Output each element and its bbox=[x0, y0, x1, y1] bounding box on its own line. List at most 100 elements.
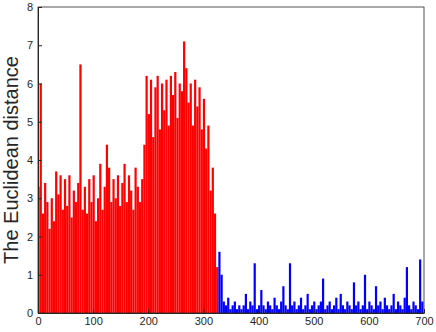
tick-label: 3 bbox=[27, 192, 33, 204]
bar bbox=[190, 84, 192, 314]
bar bbox=[84, 187, 86, 313]
bar bbox=[377, 305, 379, 313]
tick-label: 200 bbox=[140, 315, 158, 327]
bar bbox=[382, 309, 384, 313]
bar bbox=[404, 298, 406, 313]
bar bbox=[66, 206, 68, 313]
bar bbox=[267, 302, 269, 313]
bar bbox=[73, 191, 75, 313]
bar bbox=[212, 168, 214, 313]
bar bbox=[337, 309, 339, 313]
bar bbox=[203, 99, 205, 313]
bar bbox=[135, 168, 137, 313]
bar bbox=[227, 298, 229, 313]
bar bbox=[313, 302, 315, 313]
bar bbox=[417, 309, 419, 313]
bar bbox=[331, 309, 333, 313]
tick-mark bbox=[369, 309, 370, 313]
bar bbox=[143, 145, 145, 313]
bar bbox=[207, 126, 209, 313]
bar bbox=[57, 194, 59, 313]
bar bbox=[326, 305, 328, 313]
bar bbox=[42, 214, 44, 313]
bar bbox=[216, 267, 218, 313]
bar bbox=[68, 175, 70, 313]
bar bbox=[258, 305, 260, 313]
bar bbox=[232, 305, 234, 313]
bar bbox=[179, 84, 181, 314]
bar bbox=[247, 309, 249, 313]
series bbox=[38, 41, 218, 313]
bar bbox=[187, 103, 189, 313]
bar bbox=[320, 302, 322, 313]
tick-mark bbox=[38, 84, 42, 85]
bar bbox=[128, 175, 130, 313]
tick-label: 7 bbox=[27, 39, 33, 51]
tick: 300 bbox=[195, 309, 213, 327]
bar bbox=[399, 305, 401, 313]
tick: 600 bbox=[360, 309, 378, 327]
bar bbox=[46, 202, 48, 313]
bar bbox=[273, 298, 275, 313]
bar bbox=[311, 305, 313, 313]
bar bbox=[170, 76, 172, 313]
bar bbox=[161, 84, 163, 314]
bar bbox=[364, 275, 366, 313]
bar bbox=[371, 305, 373, 313]
bar bbox=[150, 80, 152, 313]
bar bbox=[53, 221, 55, 313]
bar bbox=[401, 309, 403, 313]
bar bbox=[157, 76, 159, 313]
bar bbox=[304, 305, 306, 313]
tick: 100 bbox=[84, 309, 102, 327]
series bbox=[218, 252, 423, 313]
bar bbox=[309, 309, 311, 313]
bar bbox=[243, 305, 245, 313]
bar bbox=[172, 95, 174, 313]
tick-mark bbox=[93, 309, 94, 313]
tick: 2 bbox=[27, 231, 42, 243]
bar bbox=[196, 106, 198, 313]
bar bbox=[181, 91, 183, 313]
bar bbox=[315, 309, 317, 313]
bar bbox=[333, 305, 335, 313]
bar bbox=[412, 302, 414, 313]
bar bbox=[159, 129, 161, 313]
bar bbox=[276, 305, 278, 313]
bar bbox=[55, 171, 57, 313]
bar bbox=[119, 206, 121, 313]
frame bbox=[38, 7, 424, 313]
bar bbox=[117, 175, 119, 313]
bar bbox=[373, 309, 375, 313]
bar bbox=[165, 80, 167, 313]
bar bbox=[106, 145, 108, 313]
tick-mark bbox=[38, 160, 42, 161]
bar bbox=[115, 198, 117, 313]
tick: 500 bbox=[305, 309, 323, 327]
tick-label: 5 bbox=[27, 116, 33, 128]
y-axis-title: The Euclidean distance bbox=[0, 56, 22, 264]
bars bbox=[38, 41, 423, 313]
bar bbox=[298, 305, 300, 313]
bar bbox=[75, 202, 77, 313]
bar bbox=[201, 129, 203, 313]
bar bbox=[152, 137, 154, 313]
tick-label: 600 bbox=[360, 315, 378, 327]
bar bbox=[221, 275, 223, 313]
bar bbox=[205, 149, 207, 313]
bar bbox=[388, 309, 390, 313]
tick-mark bbox=[38, 122, 42, 123]
bar bbox=[79, 64, 81, 313]
plot: 0100200300400500600700012345678 bbox=[27, 1, 434, 327]
bar bbox=[146, 76, 148, 313]
tick: 0 bbox=[27, 307, 42, 319]
bar bbox=[362, 305, 364, 313]
tick: 4 bbox=[27, 154, 42, 166]
tick-mark bbox=[38, 237, 42, 238]
bar bbox=[278, 309, 280, 313]
bar bbox=[104, 187, 106, 313]
tick-mark bbox=[314, 309, 315, 313]
bar bbox=[132, 210, 134, 313]
bar bbox=[395, 309, 397, 313]
bar bbox=[287, 309, 289, 313]
